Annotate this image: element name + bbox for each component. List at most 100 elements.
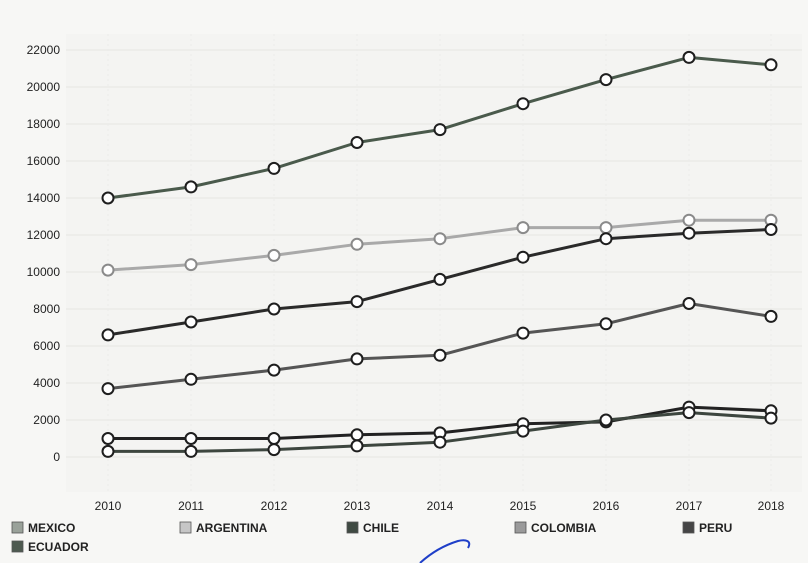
legend: MEXICO ARGENTINA CHILE COLOMBIA PERU ECUADOR (11, 521, 732, 554)
legend-item-peru: PERU (682, 521, 732, 535)
series-colombia (101, 297, 778, 396)
x-tick-label: 2014 (427, 499, 454, 513)
data-point (184, 444, 198, 458)
data-point (350, 237, 364, 251)
data-point (516, 424, 530, 438)
data-point (433, 272, 447, 286)
y-tick-label: 12000 (27, 228, 61, 242)
x-tick-label: 2012 (261, 499, 288, 513)
data-point (350, 428, 364, 442)
legend-swatch (11, 521, 24, 534)
series-peru (101, 400, 778, 445)
data-point (764, 223, 778, 236)
data-point (682, 50, 696, 64)
data-point (433, 123, 447, 137)
legend-item-colombia: COLOMBIA (514, 521, 597, 535)
y-tick-label: 18000 (27, 117, 61, 131)
data-point (599, 413, 613, 427)
data-point (350, 439, 364, 453)
y-tick-label: 2000 (33, 413, 60, 427)
legend-label: CHILE (363, 521, 399, 535)
data-point (184, 180, 198, 194)
data-point (682, 213, 696, 227)
y-tick-label: 6000 (33, 339, 60, 353)
legend-item-chile: CHILE (346, 521, 399, 535)
data-point (267, 363, 281, 377)
x-tick-label: 2013 (344, 499, 371, 513)
y-tick-label: 16000 (27, 154, 61, 168)
data-point (599, 221, 613, 235)
data-point (764, 58, 778, 72)
data-point (350, 352, 364, 366)
y-axis-tick-labels: 2200020000180001600014000120001000080006… (27, 43, 61, 464)
legend-label: PERU (699, 521, 732, 535)
legend-item-ecuador: ECUADOR (11, 540, 89, 554)
data-point (516, 250, 530, 264)
y-tick-label: 20000 (27, 80, 61, 94)
data-point (516, 221, 530, 235)
data-point (267, 443, 281, 457)
data-point (764, 309, 778, 323)
data-point (516, 326, 530, 340)
data-point (350, 136, 364, 149)
data-point (599, 73, 613, 87)
series-chile (101, 223, 778, 342)
data-point (267, 302, 281, 316)
data-point (267, 248, 281, 262)
data-point (267, 161, 281, 175)
legend-swatch (682, 521, 695, 534)
legend-item-mexico: MEXICO (11, 521, 75, 535)
legend-swatch (514, 521, 527, 534)
data-point (101, 328, 115, 342)
series-ecuador (101, 406, 778, 458)
data-point (184, 315, 198, 329)
y-tick-label: 4000 (33, 376, 60, 390)
x-tick-label: 2011 (178, 499, 204, 513)
y-tick-label: 14000 (27, 191, 61, 205)
series-mexico (101, 50, 778, 205)
y-tick-label: 8000 (33, 302, 60, 316)
y-tick-label: 0 (53, 450, 60, 464)
x-axis-tick-labels: 2010 2011 2012 2013 2014 2015 2016 2017 2018 (95, 499, 785, 513)
data-point (433, 435, 447, 449)
legend-label: ECUADOR (28, 540, 89, 554)
data-point (184, 432, 198, 445)
data-point (433, 348, 447, 362)
x-tick-label: 2016 (593, 499, 620, 513)
x-tick-label: 2017 (676, 499, 703, 513)
data-point (101, 432, 115, 445)
data-point (764, 411, 778, 425)
data-point (101, 191, 115, 205)
data-point (599, 232, 613, 246)
data-point (101, 444, 115, 458)
legend-item-argentina: ARGENTINA (179, 521, 268, 535)
data-point (433, 232, 447, 246)
data-point (682, 406, 696, 420)
data-point (599, 317, 613, 331)
legend-swatch (179, 521, 192, 534)
x-tick-label: 2010 (95, 499, 122, 513)
data-point (682, 226, 696, 240)
legend-label: ARGENTINA (196, 521, 268, 535)
legend-label: MEXICO (28, 521, 75, 535)
legend-label: COLOMBIA (531, 521, 597, 535)
data-point (682, 297, 696, 310)
data-point (184, 258, 198, 272)
data-point (101, 263, 115, 277)
data-point (267, 432, 281, 445)
legend-swatch (11, 540, 24, 553)
data-point (516, 97, 530, 111)
y-tick-label: 10000 (27, 265, 61, 279)
data-point (101, 382, 115, 396)
series-lines (101, 50, 778, 458)
data-point (350, 295, 364, 309)
legend-swatch (346, 521, 359, 534)
pen-mark (419, 539, 471, 563)
series-argentina (101, 213, 778, 277)
y-tick-label: 22000 (27, 43, 61, 57)
plot-area (66, 34, 802, 492)
data-point (184, 372, 198, 386)
x-tick-label: 2015 (510, 499, 537, 513)
